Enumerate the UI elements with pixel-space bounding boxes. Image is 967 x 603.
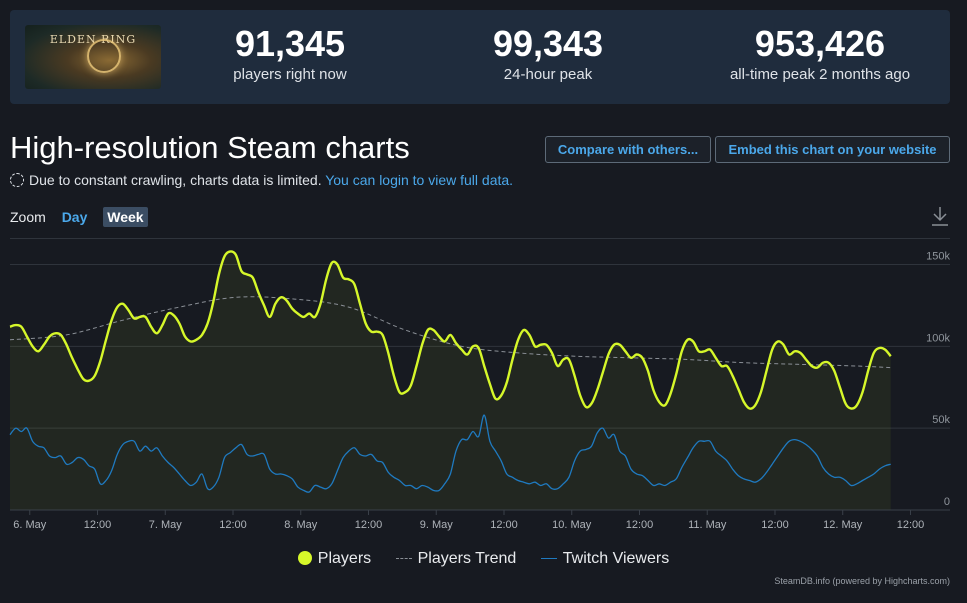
x-tick-label: 12:00 <box>761 519 789 531</box>
zoom-label: Zoom <box>10 209 46 225</box>
x-tick-label: 12. May <box>823 519 863 531</box>
zoom-controls: Zoom Day Week <box>10 207 148 227</box>
x-tick-label: 12:00 <box>490 519 518 531</box>
loading-spinner-icon <box>10 173 24 187</box>
x-tick-label: 6. May <box>13 519 47 531</box>
x-tick-label: 12:00 <box>219 519 247 531</box>
stat-label: 24-hour peak <box>503 66 593 83</box>
login-link[interactable]: You can login to view full data. <box>325 172 514 188</box>
stat-value: 953,426 <box>754 23 886 64</box>
data-limited-notice: Due to constant crawling, charts data is… <box>10 172 513 188</box>
zoom-day-button[interactable]: Day <box>61 209 88 225</box>
chart-legend: Players Players Trend Twitch Viewers <box>0 550 967 568</box>
dashed-line-icon <box>395 558 412 559</box>
stat-label: all-time peak 2 months ago <box>729 66 911 83</box>
legend-label: Twitch Viewers <box>562 550 670 567</box>
players-area <box>10 251 891 510</box>
solid-line-icon <box>540 558 557 559</box>
legend-item-players[interactable]: Players <box>297 550 372 568</box>
y-tick-label: 50k <box>932 414 950 426</box>
download-icon[interactable] <box>930 205 950 227</box>
stat-value: 91,345 <box>234 23 346 64</box>
chart-credits[interactable]: SteamDB.info (powered by Highcharts.com) <box>774 576 950 586</box>
compare-button[interactable]: Compare with others... <box>545 136 711 163</box>
stat-all-time-peak: 953,426 all-time peak 2 months ago <box>700 23 940 84</box>
game-logo-image[interactable]: ELDEN RING <box>25 25 161 89</box>
x-tick-label: 12:00 <box>897 519 925 531</box>
legend-label: Players Trend <box>417 550 517 567</box>
players-chart[interactable]: 0 50k 100k 150k 6. May 12:00 7. May 12:00 8. May… <box>0 240 967 540</box>
embed-chart-button[interactable]: Embed this chart on your website <box>715 136 950 163</box>
x-tick-label: 7. May <box>149 519 183 531</box>
players-marker-icon <box>297 551 312 565</box>
x-tick-label: 12:00 <box>626 519 654 531</box>
zoom-week-button[interactable]: Week <box>103 207 148 227</box>
stats-panel: ELDEN RING 91,345 players right now 99,3… <box>10 10 950 104</box>
stat-label: players right now <box>233 66 347 83</box>
x-tick-label: 12:00 <box>355 519 383 531</box>
stat-players-now: 91,345 players right now <box>210 23 370 84</box>
legend-item-twitch-viewers[interactable]: Twitch Viewers <box>540 550 670 568</box>
stat-24h-peak: 99,343 24-hour peak <box>468 23 628 84</box>
y-tick-label: 100k <box>926 332 950 344</box>
legend-item-players-trend[interactable]: Players Trend <box>395 550 517 568</box>
notice-text: Due to constant crawling, charts data is… <box>29 172 322 188</box>
elden-ring-emblem <box>87 39 121 73</box>
players-trend-line <box>9 296 891 369</box>
twitch-viewers-line <box>9 414 891 493</box>
x-tick-label: 8. May <box>284 519 318 531</box>
legend-label: Players <box>317 550 372 567</box>
y-tick-label: 0 <box>944 496 950 508</box>
x-tick-label: 12:00 <box>84 519 112 531</box>
x-tick-label: 9. May <box>420 519 454 531</box>
players-line <box>9 250 892 410</box>
x-tick-label: 10. May <box>552 519 592 531</box>
page-title: High-resolution Steam charts <box>10 130 410 165</box>
x-tick-label: 11. May <box>688 519 727 531</box>
y-tick-label: 150k <box>926 251 950 263</box>
header-divider <box>10 238 950 239</box>
stat-value: 99,343 <box>492 23 604 64</box>
